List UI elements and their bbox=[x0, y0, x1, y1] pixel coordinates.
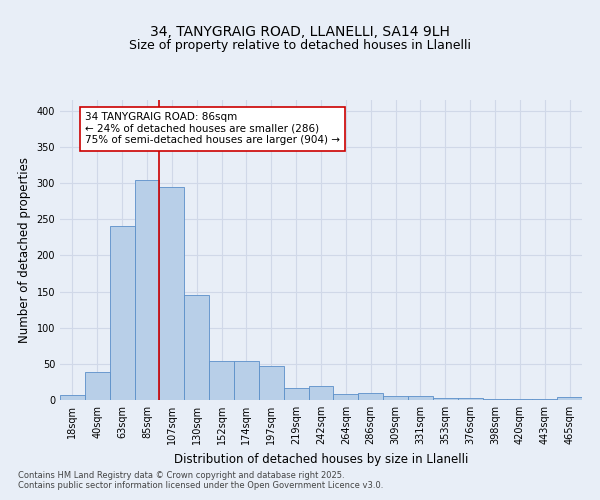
Bar bbox=[160, 186, 184, 400]
Bar bbox=[259, 366, 284, 400]
Bar bbox=[557, 397, 582, 400]
Text: 34, TANYGRAIG ROAD, LLANELLI, SA14 9LH: 34, TANYGRAIG ROAD, LLANELLI, SA14 9LH bbox=[150, 26, 450, 40]
Bar bbox=[408, 396, 433, 400]
Bar bbox=[110, 226, 134, 400]
Bar bbox=[85, 372, 110, 400]
Bar bbox=[60, 395, 85, 400]
Text: Contains HM Land Registry data © Crown copyright and database right 2025.
Contai: Contains HM Land Registry data © Crown c… bbox=[18, 470, 383, 490]
Bar bbox=[134, 180, 160, 400]
Bar bbox=[234, 361, 259, 400]
Bar bbox=[308, 386, 334, 400]
Bar bbox=[209, 361, 234, 400]
Bar bbox=[383, 396, 408, 400]
Bar bbox=[458, 398, 482, 400]
Bar bbox=[358, 393, 383, 400]
Bar bbox=[433, 398, 458, 400]
Bar bbox=[184, 295, 209, 400]
Bar bbox=[334, 394, 358, 400]
X-axis label: Distribution of detached houses by size in Llanelli: Distribution of detached houses by size … bbox=[174, 452, 468, 466]
Bar bbox=[284, 388, 308, 400]
Text: Size of property relative to detached houses in Llanelli: Size of property relative to detached ho… bbox=[129, 40, 471, 52]
Text: 34 TANYGRAIG ROAD: 86sqm
← 24% of detached houses are smaller (286)
75% of semi-: 34 TANYGRAIG ROAD: 86sqm ← 24% of detach… bbox=[85, 112, 340, 146]
Y-axis label: Number of detached properties: Number of detached properties bbox=[18, 157, 31, 343]
